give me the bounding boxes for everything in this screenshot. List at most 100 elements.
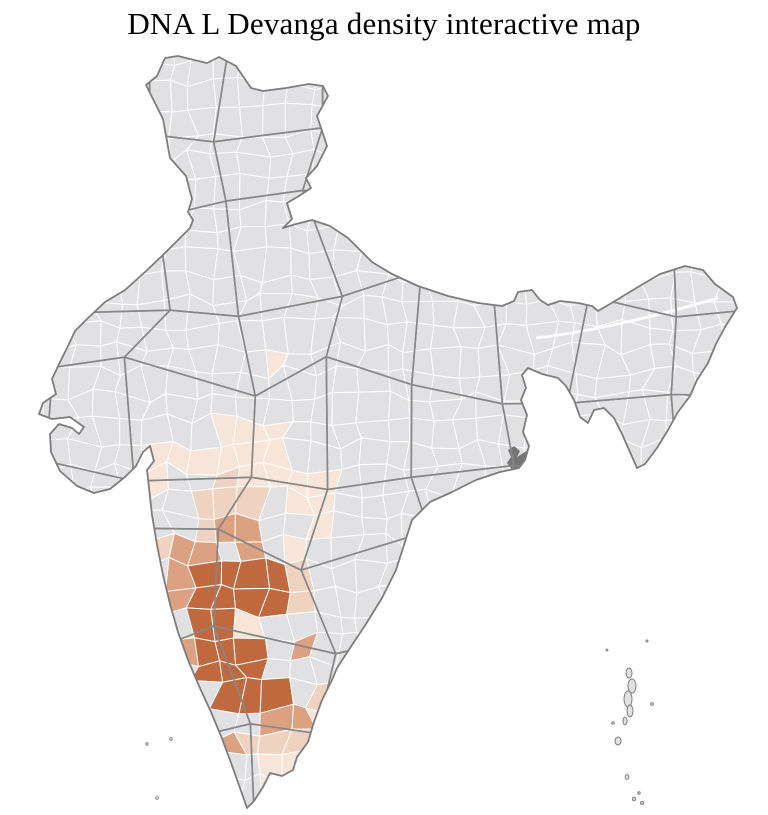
district-cell[interactable] — [503, 488, 535, 517]
district-cell[interactable] — [672, 224, 697, 260]
district-cell[interactable] — [454, 107, 484, 137]
district-cell[interactable] — [501, 605, 529, 642]
district-cell[interactable] — [43, 366, 71, 401]
district-cell[interactable] — [194, 518, 217, 543]
district-cell[interactable] — [573, 413, 605, 447]
district-cell[interactable] — [148, 177, 169, 210]
district-cell[interactable] — [575, 181, 608, 205]
district-cell[interactable] — [0, 394, 26, 420]
district-cell[interactable] — [571, 150, 603, 187]
district-cell[interactable] — [717, 53, 747, 90]
district-cell[interactable] — [742, 302, 768, 329]
district-cell[interactable] — [695, 224, 721, 259]
district-cell[interactable] — [68, 152, 100, 183]
district-cell[interactable] — [400, 630, 436, 656]
district-cell[interactable] — [643, 484, 677, 523]
district-cell[interactable] — [136, 299, 167, 331]
district-cell[interactable] — [95, 155, 121, 188]
andaman-island[interactable] — [611, 721, 615, 725]
district-cell[interactable] — [164, 730, 199, 762]
district-cell[interactable] — [282, 797, 316, 815]
district-cell[interactable] — [698, 580, 728, 615]
district-cell[interactable] — [481, 488, 506, 521]
district-cell[interactable] — [763, 809, 768, 815]
district-cell[interactable] — [738, 512, 768, 545]
andaman-island[interactable] — [627, 678, 637, 694]
andaman-island[interactable] — [614, 736, 622, 746]
district-cell[interactable] — [477, 55, 512, 86]
district-cell[interactable] — [667, 564, 703, 595]
district-cell[interactable] — [667, 773, 693, 807]
district-cell[interactable] — [745, 107, 762, 135]
district-cell[interactable] — [570, 634, 603, 661]
district-cell[interactable] — [0, 703, 25, 738]
district-cell[interactable] — [570, 515, 606, 547]
district-cell[interactable] — [138, 159, 172, 181]
district-cell[interactable] — [21, 559, 51, 593]
district-cell[interactable] — [449, 519, 482, 542]
district-cell[interactable] — [18, 439, 52, 472]
district-cell[interactable] — [20, 511, 56, 546]
district-cell[interactable] — [525, 708, 557, 736]
district-cell[interactable] — [361, 516, 388, 536]
district-cell[interactable] — [161, 806, 196, 815]
district-cell[interactable] — [0, 684, 4, 713]
district-cell[interactable] — [764, 227, 768, 258]
district-cell[interactable] — [695, 149, 718, 185]
district-cell[interactable] — [97, 586, 127, 617]
district-cell[interactable] — [330, 704, 364, 739]
district-cell[interactable] — [742, 318, 764, 352]
district-cell[interactable] — [716, 134, 749, 160]
district-cell[interactable] — [144, 701, 175, 731]
district-cell[interactable] — [521, 541, 551, 566]
district-cell[interactable] — [402, 774, 429, 806]
district-cell[interactable] — [21, 583, 50, 610]
district-cell[interactable] — [429, 374, 463, 403]
district-cell[interactable] — [694, 510, 723, 545]
district-cell[interactable] — [548, 652, 577, 687]
district-cell[interactable] — [624, 582, 651, 608]
district-cell[interactable] — [361, 228, 389, 252]
lakshadweep-island[interactable] — [145, 742, 149, 746]
district-cell[interactable] — [0, 585, 6, 616]
district-cell[interactable] — [718, 375, 748, 397]
district-cell[interactable] — [712, 628, 748, 667]
district-cell[interactable] — [738, 419, 768, 448]
district-cell[interactable] — [379, 748, 404, 781]
district-cell[interactable] — [473, 728, 508, 758]
islands-layer[interactable] — [145, 639, 654, 805]
district-cell[interactable] — [689, 805, 718, 815]
district-cell[interactable] — [476, 516, 506, 548]
district-cell[interactable] — [382, 228, 407, 251]
district-cell[interactable] — [547, 581, 582, 620]
district-cell[interactable] — [95, 181, 116, 209]
district-cell[interactable] — [161, 782, 196, 811]
district-cell[interactable] — [329, 776, 360, 808]
district-cell[interactable] — [621, 798, 655, 815]
lakshadweep-island[interactable] — [169, 737, 173, 741]
district-cell[interactable] — [44, 631, 75, 656]
district-cell[interactable] — [738, 655, 768, 690]
district-cell[interactable] — [235, 806, 268, 815]
district-cell[interactable] — [384, 708, 413, 735]
district-cell[interactable] — [0, 613, 3, 637]
district-cell[interactable] — [640, 470, 677, 499]
district-cell[interactable] — [41, 754, 75, 787]
district-cell[interactable] — [402, 56, 431, 87]
district-cell[interactable] — [722, 706, 751, 739]
district-cell[interactable] — [574, 461, 596, 499]
district-cell[interactable] — [212, 77, 241, 108]
district-cell[interactable] — [625, 54, 653, 92]
district-cell[interactable] — [20, 276, 45, 307]
district-cell[interactable] — [624, 179, 651, 209]
district-cell[interactable] — [647, 101, 667, 133]
district-cell[interactable] — [594, 224, 632, 247]
district-cell[interactable] — [521, 562, 557, 586]
district-cell[interactable] — [409, 677, 432, 716]
district-cell[interactable] — [455, 657, 486, 692]
district-cell[interactable] — [675, 469, 701, 499]
district-cell[interactable] — [166, 637, 199, 668]
district-cell[interactable] — [354, 616, 391, 644]
district-cell[interactable] — [739, 468, 768, 489]
district-cell[interactable] — [722, 752, 743, 784]
